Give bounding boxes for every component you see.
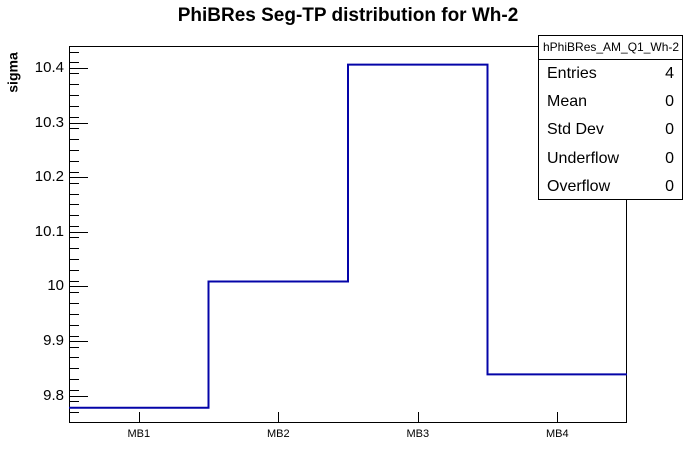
- y-minor-tick: [70, 62, 79, 64]
- y-minor-tick: [70, 84, 79, 86]
- y-tick-label: 10.2: [34, 168, 64, 186]
- y-tick-label: 9.8: [43, 386, 64, 404]
- y-minor-tick: [70, 401, 79, 403]
- y-minor-tick: [70, 291, 79, 293]
- y-minor-tick: [70, 335, 79, 337]
- stats-row-label: Underflow: [547, 149, 620, 167]
- y-minor-tick: [70, 204, 79, 206]
- y-tick-label: 10.4: [34, 58, 64, 76]
- stats-row-value: 0: [665, 177, 674, 195]
- x-tick-label: MB3: [406, 428, 430, 440]
- stats-box: hPhiBRes_AM_Q1_Wh-2 Entries 4 Mean 0 Std Dev…: [538, 35, 683, 200]
- y-minor-tick: [70, 106, 79, 108]
- histogram-plot-area: [69, 63, 627, 409]
- y-minor-tick: [70, 193, 79, 195]
- y-minor-tick: [70, 379, 79, 381]
- y-minor-tick: [70, 73, 79, 75]
- y-minor-tick: [70, 95, 79, 97]
- y-tick-label: 10.1: [34, 222, 64, 240]
- y-minor-tick: [70, 138, 79, 140]
- y-minor-tick: [70, 412, 79, 414]
- stats-row-value: 4: [665, 65, 674, 83]
- stats-row: Std Dev 0: [539, 116, 682, 144]
- x-tick-label: MB2: [266, 428, 290, 440]
- y-major-tick: [70, 177, 88, 179]
- histogram-step-line: [69, 63, 627, 409]
- stats-row: Overflow 0: [539, 173, 682, 201]
- y-minor-tick: [70, 280, 79, 282]
- y-major-tick: [70, 67, 88, 69]
- y-minor-tick: [70, 171, 79, 173]
- stats-row-value: 0: [665, 121, 674, 139]
- y-minor-tick: [70, 357, 79, 359]
- y-tick-label: 10.3: [34, 113, 64, 131]
- x-bin-tick: [278, 412, 280, 422]
- y-major-tick: [70, 231, 88, 233]
- y-minor-tick: [70, 259, 79, 261]
- y-minor-tick: [70, 149, 79, 151]
- y-major-tick: [70, 122, 88, 124]
- y-minor-tick: [70, 346, 79, 348]
- stats-row-label: Entries: [547, 65, 597, 83]
- stats-row: Mean 0: [539, 88, 682, 116]
- y-tick-label: 9.9: [43, 332, 64, 349]
- y-minor-tick: [70, 302, 79, 304]
- stats-row-value: 0: [665, 149, 674, 167]
- y-minor-tick: [70, 248, 79, 250]
- y-minor-tick: [70, 237, 79, 239]
- y-minor-tick: [70, 226, 79, 228]
- y-minor-tick: [70, 51, 79, 53]
- y-tick-label: 10: [47, 277, 64, 295]
- x-tick-label: MB1: [127, 428, 151, 440]
- stats-box-title: hPhiBRes_AM_Q1_Wh-2: [539, 36, 682, 60]
- y-minor-tick: [70, 215, 79, 217]
- y-minor-tick: [70, 313, 79, 315]
- y-minor-tick: [70, 368, 79, 370]
- y-major-tick: [70, 395, 88, 397]
- y-major-tick: [70, 286, 88, 288]
- y-minor-tick: [70, 324, 79, 326]
- stats-row: Entries 4: [539, 60, 682, 88]
- y-axis-title: sigma: [4, 52, 21, 93]
- stats-box-rows: Entries 4 Mean 0 Std Dev 0 Underflow 0 Overflow 0: [539, 60, 682, 201]
- stats-row: Underflow 0: [539, 145, 682, 173]
- y-minor-tick: [70, 128, 79, 129]
- chart-title: PhiBRes Seg-TP distribution for Wh-2: [177, 5, 519, 26]
- y-minor-tick: [70, 182, 79, 184]
- x-bin-tick: [417, 412, 419, 422]
- stats-row-label: Mean: [547, 93, 588, 111]
- y-minor-tick: [70, 390, 79, 392]
- x-tick-label: MB4: [545, 428, 569, 440]
- y-major-tick: [70, 341, 88, 342]
- x-bin-tick: [557, 412, 559, 422]
- y-minor-tick: [70, 117, 79, 118]
- y-minor-tick: [70, 160, 79, 162]
- stats-row-value: 0: [665, 93, 674, 111]
- y-minor-tick: [70, 270, 79, 271]
- x-bin-tick: [138, 412, 140, 422]
- stats-row-label: Std Dev: [547, 121, 604, 139]
- stats-row-label: Overflow: [547, 177, 611, 195]
